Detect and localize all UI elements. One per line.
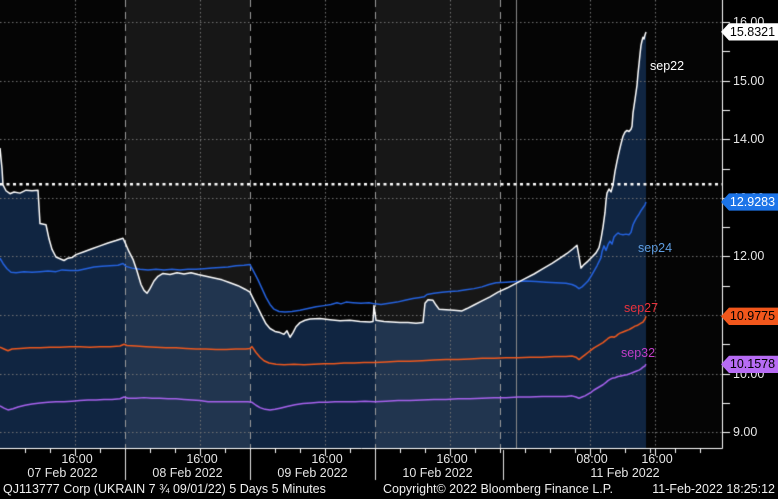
x-axis-date-label: 10 Feb 2022: [402, 466, 473, 480]
x-axis-date-label: 08 Feb 2022: [152, 466, 223, 480]
series-label-sep32: sep32: [621, 346, 656, 360]
y-axis-label: 12.00: [733, 249, 765, 264]
security-description: QJ113777 Corp (UKRAIN 7 ¾ 09/01/22) 5 Da…: [3, 482, 326, 496]
x-axis-date-label: 09 Feb 2022: [277, 466, 348, 480]
x-axis-date-label: 07 Feb 2022: [27, 466, 98, 480]
series-label-sep22: sep22: [650, 59, 685, 73]
status-bar: QJ113777 Corp (UKRAIN 7 ¾ 09/01/22) 5 Da…: [0, 481, 778, 499]
price-flag-sep22: 15.8321: [721, 23, 778, 41]
price-flag-sep32: 10.1578: [721, 355, 778, 373]
x-axis-time-label: 08:00: [576, 452, 608, 466]
series-label-sep24: sep24: [638, 241, 673, 255]
series-label-sep27: sep27: [624, 301, 659, 315]
price-flag-sep27: 10.9775: [721, 307, 778, 325]
y-axis-label: 15.00: [733, 73, 765, 88]
copyright-notice: Copyright© 2022 Bloomberg Finance L.P.: [383, 482, 613, 496]
x-axis-date-label: 11 Feb 2022: [590, 466, 660, 480]
x-axis-time-label: 16:00: [436, 452, 468, 466]
x-axis-time-label: 16:00: [61, 452, 93, 466]
price-flag-sep24: 12.9283: [721, 193, 778, 211]
x-axis-time-label: 16:00: [641, 452, 673, 466]
x-axis-time-label: 16:00: [311, 452, 343, 466]
x-axis-time-label: 16:00: [186, 452, 218, 466]
terminal-timestamp: 11-Feb-2022 18:25:12: [652, 482, 775, 496]
y-axis-label: 9.00: [733, 425, 758, 440]
y-axis-label: 14.00: [733, 132, 765, 147]
